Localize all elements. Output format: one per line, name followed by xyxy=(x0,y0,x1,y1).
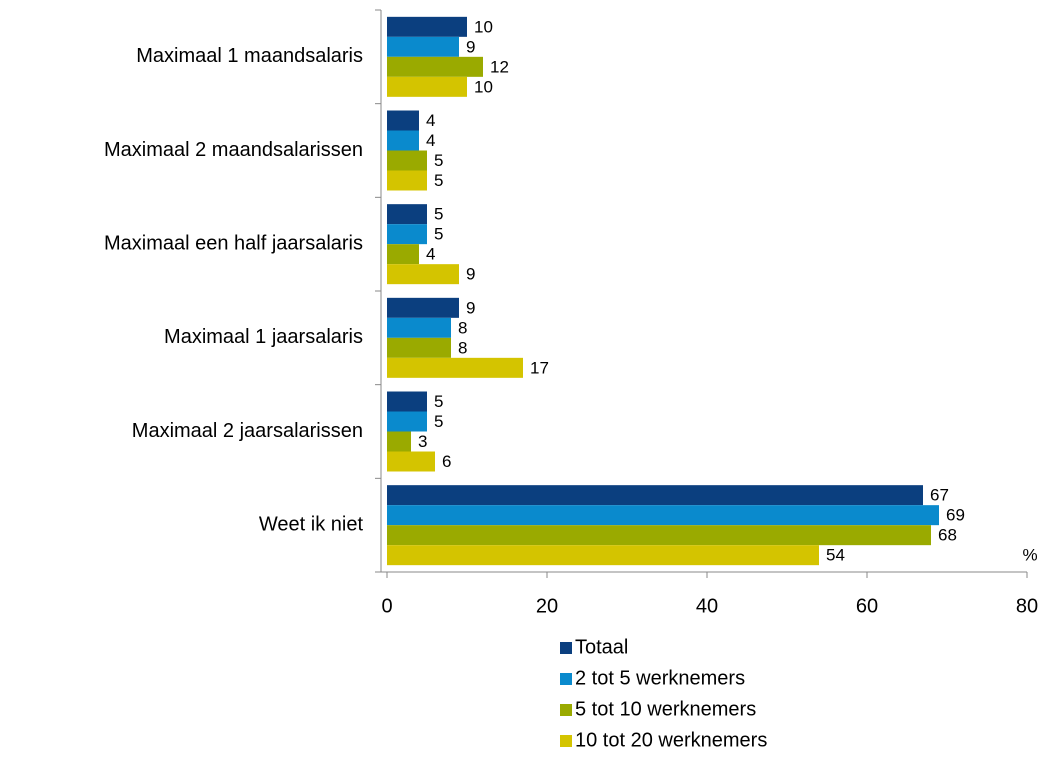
data-label: 3 xyxy=(418,432,427,451)
data-label: 10 xyxy=(474,17,493,36)
bar xyxy=(387,130,419,151)
legend-swatch xyxy=(560,673,572,685)
data-label: 67 xyxy=(930,486,949,505)
data-label: 8 xyxy=(458,318,467,337)
data-label: 68 xyxy=(938,526,957,545)
legend-swatch xyxy=(560,735,572,747)
bar xyxy=(387,204,427,225)
x-tick-label: 0 xyxy=(381,595,392,617)
bar xyxy=(387,76,467,97)
x-tick-label: 20 xyxy=(536,595,558,617)
bar xyxy=(387,16,467,37)
category-label: Maximaal 1 jaarsalaris xyxy=(164,326,363,348)
data-label: 10 xyxy=(474,77,493,96)
data-label: 9 xyxy=(466,37,475,56)
data-label: 12 xyxy=(490,57,509,76)
category-label: Maximaal 2 jaarsalarissen xyxy=(132,420,363,442)
bar xyxy=(387,431,411,452)
bar xyxy=(387,150,427,171)
bar xyxy=(387,244,419,265)
bar xyxy=(387,110,419,131)
legend-swatch xyxy=(560,642,572,654)
x-tick-label: 40 xyxy=(696,595,718,617)
bar xyxy=(387,170,427,191)
data-label: 5 xyxy=(434,171,443,190)
data-label: 6 xyxy=(442,452,451,471)
data-label: 4 xyxy=(426,245,435,264)
data-label: 4 xyxy=(426,111,435,130)
data-label: 5 xyxy=(434,392,443,411)
data-label: 17 xyxy=(530,358,549,377)
category-label: Maximaal 2 maandsalarissen xyxy=(104,139,363,161)
unit-annotation: % xyxy=(1022,545,1037,564)
bar xyxy=(387,411,427,432)
category-label: Weet ik niet xyxy=(259,513,364,535)
data-label: 54 xyxy=(826,546,845,565)
bar xyxy=(387,56,483,77)
bar xyxy=(387,317,451,338)
data-label: 4 xyxy=(426,131,435,150)
category-label: Maximaal 1 maandsalaris xyxy=(136,45,363,67)
data-label: 69 xyxy=(946,506,965,525)
bar xyxy=(387,485,923,506)
bar xyxy=(387,224,427,245)
legend-label: 5 tot 10 werknemers xyxy=(575,698,756,720)
bar xyxy=(387,525,931,546)
legend-label: 2 tot 5 werknemers xyxy=(575,667,745,689)
category-label: Maximaal een half jaarsalaris xyxy=(104,232,363,254)
data-label: 9 xyxy=(466,265,475,284)
x-tick-label: 60 xyxy=(856,595,878,617)
bar xyxy=(387,391,427,412)
legend-label: 10 tot 20 werknemers xyxy=(575,729,767,751)
data-label: 5 xyxy=(434,205,443,224)
legend-swatch xyxy=(560,704,572,716)
bar xyxy=(387,337,451,358)
data-label: 9 xyxy=(466,298,475,317)
data-label: 5 xyxy=(434,412,443,431)
bar xyxy=(387,451,435,472)
data-label: 8 xyxy=(458,338,467,357)
bar xyxy=(387,505,939,526)
bar xyxy=(387,297,459,318)
bar xyxy=(387,545,819,566)
bar xyxy=(387,264,459,285)
bar xyxy=(387,36,459,57)
legend-label: Totaal xyxy=(575,636,628,658)
x-tick-label: 80 xyxy=(1016,595,1038,617)
data-label: 5 xyxy=(434,151,443,170)
bar xyxy=(387,357,523,378)
data-label: 5 xyxy=(434,225,443,244)
